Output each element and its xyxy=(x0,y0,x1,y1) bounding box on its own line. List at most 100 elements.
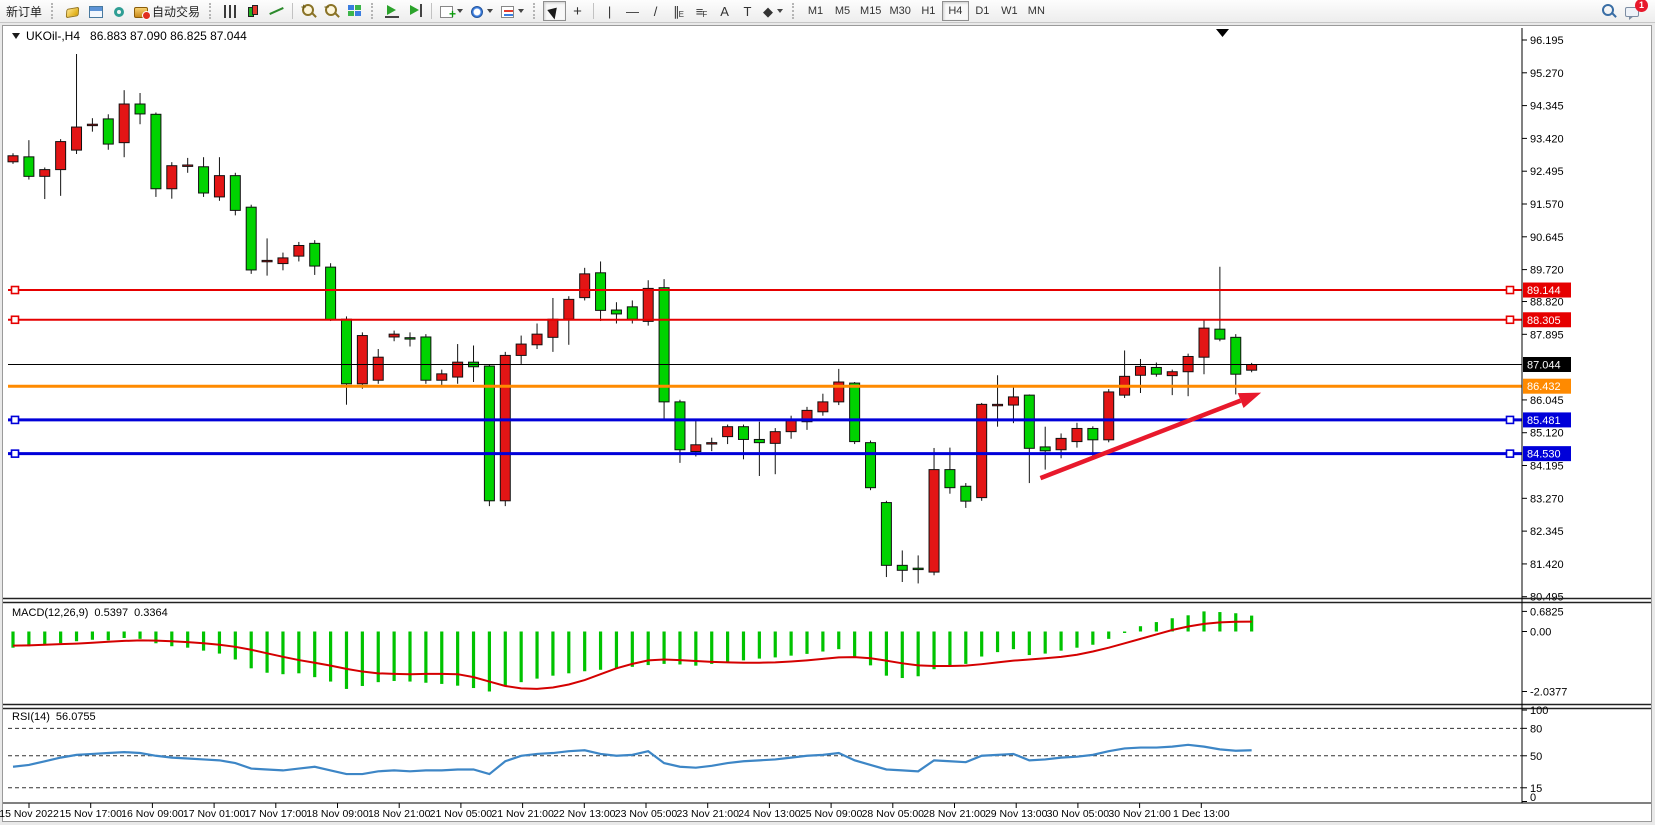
svg-text:30 Nov 21:00: 30 Nov 21:00 xyxy=(1108,808,1171,820)
svg-text:21 Nov 05:00: 21 Nov 05:00 xyxy=(430,808,493,820)
vertical-line-button[interactable]: | xyxy=(598,1,621,21)
svg-text:28 Nov 21:00: 28 Nov 21:00 xyxy=(923,808,986,820)
zoom-out-button[interactable]: − xyxy=(320,1,343,21)
svg-text:80: 80 xyxy=(1530,723,1542,735)
zoom-in-button[interactable]: + xyxy=(297,1,320,21)
main-toolbar: 新订单 自动交易 + − + | — / ∥E ≡F A T ◆ M1M5M15… xyxy=(0,0,1655,23)
chart-ohlc-values: 86.883 87.090 86.825 87.044 xyxy=(90,29,247,43)
timeframe-h1-button[interactable]: H1 xyxy=(915,1,942,21)
vertical-line-icon: | xyxy=(607,3,612,19)
search-button[interactable] xyxy=(1597,1,1620,21)
svg-text:18 Nov 21:00: 18 Nov 21:00 xyxy=(368,808,431,820)
toolbar-grip xyxy=(51,3,57,19)
candlestick-icon xyxy=(246,4,261,18)
svg-text:84.530: 84.530 xyxy=(1527,449,1561,461)
macd-indicator-label: MACD(12,26,9) 0.5397 0.3364 xyxy=(12,607,174,619)
arrows-button[interactable]: ◆ xyxy=(759,1,787,21)
chart-shift-button[interactable] xyxy=(404,1,427,21)
bar-chart-button[interactable] xyxy=(219,1,242,21)
svg-text:86.432: 86.432 xyxy=(1527,381,1561,393)
rsi-name: RSI(14) xyxy=(12,711,50,723)
timeframe-d1-button[interactable]: D1 xyxy=(969,1,996,21)
candlestick-button[interactable] xyxy=(242,1,265,21)
chevron-down-icon xyxy=(457,9,464,13)
svg-text:82.345: 82.345 xyxy=(1530,526,1564,538)
rsi-indicator-label: RSI(14) 56.0755 xyxy=(12,711,102,723)
crosshair-button[interactable]: + xyxy=(566,1,589,21)
timeframe-w1-button[interactable]: W1 xyxy=(996,1,1023,21)
market-watch-button[interactable] xyxy=(84,1,107,21)
line-chart-button[interactable] xyxy=(265,1,288,21)
autotrading-label: 自动交易 xyxy=(152,4,201,19)
timeframe-m15-button[interactable]: M15 xyxy=(856,1,885,21)
timeframe-buttons: M1 M5 M15 M30 H1 H4 D1 W1 MN xyxy=(802,1,1050,21)
notifications-button[interactable]: 1 xyxy=(1620,0,1648,21)
chevron-down-icon xyxy=(777,9,784,13)
text-label-button[interactable]: T xyxy=(736,1,759,21)
svg-text:0: 0 xyxy=(1530,792,1536,804)
svg-text:22 Nov 13:00: 22 Nov 13:00 xyxy=(553,808,616,820)
templates-button[interactable] xyxy=(497,1,528,21)
autotrading-button[interactable]: 自动交易 xyxy=(130,1,204,21)
svg-text:87.895: 87.895 xyxy=(1530,329,1564,341)
svg-text:90.645: 90.645 xyxy=(1530,232,1564,244)
rsi-value: 56.0755 xyxy=(55,711,96,723)
svg-text:1 Dec 13:00: 1 Dec 13:00 xyxy=(1173,808,1230,820)
horizontal-line-icon: — xyxy=(626,3,640,19)
svg-text:-2.0377: -2.0377 xyxy=(1530,687,1567,699)
svg-text:28 Nov 05:00: 28 Nov 05:00 xyxy=(862,808,925,820)
macd-main-value: 0.5397 xyxy=(94,607,129,619)
bar-chart-icon xyxy=(224,4,238,18)
zoom-in-icon xyxy=(301,4,316,18)
toolbar-separator xyxy=(593,3,595,19)
timeframe-m1-button[interactable]: M1 xyxy=(802,1,829,21)
zoom-out-icon xyxy=(324,4,339,18)
search-icon xyxy=(1601,4,1616,18)
timeframe-h4-button[interactable]: H4 xyxy=(941,1,969,21)
trendline-button[interactable]: / xyxy=(644,1,667,21)
cursor-button[interactable] xyxy=(543,1,567,21)
text-button[interactable]: A xyxy=(713,1,736,21)
cursor-icon xyxy=(547,4,562,20)
autotrading-icon xyxy=(134,6,152,20)
data-window-icon xyxy=(113,7,124,17)
channel-button[interactable]: ∥ E xyxy=(667,1,690,21)
indicators-button[interactable] xyxy=(436,1,467,21)
chat-bubble-icon xyxy=(1624,7,1639,20)
svg-text:30 Nov 05:00: 30 Nov 05:00 xyxy=(1047,808,1110,820)
fibonacci-button[interactable]: ≡ F xyxy=(690,1,713,21)
svg-text:93.420: 93.420 xyxy=(1530,133,1564,145)
template-icon xyxy=(501,5,515,18)
line-chart-icon xyxy=(269,4,284,18)
svg-text:0.6825: 0.6825 xyxy=(1530,606,1564,618)
toolbar-grip xyxy=(209,3,215,19)
profiles-button[interactable] xyxy=(61,1,84,21)
svg-text:83.270: 83.270 xyxy=(1530,493,1564,505)
auto-scroll-icon xyxy=(385,4,400,18)
svg-text:0.00: 0.00 xyxy=(1530,627,1551,639)
svg-text:84.195: 84.195 xyxy=(1530,461,1564,473)
timeframe-m30-button[interactable]: M30 xyxy=(885,1,914,21)
trendline-icon: / xyxy=(653,3,658,19)
auto-scroll-button[interactable] xyxy=(381,1,404,21)
chart-shift-icon xyxy=(408,4,423,18)
horizontal-line-button[interactable]: — xyxy=(621,1,644,21)
timeframe-mn-button[interactable]: MN xyxy=(1023,1,1050,21)
svg-text:15 Nov 17:00: 15 Nov 17:00 xyxy=(59,808,122,820)
svg-text:21 Nov 21:00: 21 Nov 21:00 xyxy=(491,808,554,820)
crosshair-icon: + xyxy=(573,2,582,20)
channel-icon: ∥ xyxy=(673,3,680,19)
text-icon: A xyxy=(720,3,729,19)
svg-text:96.195: 96.195 xyxy=(1530,35,1564,47)
svg-text:16 Nov 09:00: 16 Nov 09:00 xyxy=(121,808,184,820)
svg-text:89.144: 89.144 xyxy=(1527,285,1561,297)
tile-windows-button[interactable] xyxy=(343,1,366,21)
data-window-button[interactable] xyxy=(107,1,130,21)
svg-text:100: 100 xyxy=(1530,705,1548,717)
new-order-button[interactable]: 新订单 xyxy=(2,1,46,21)
collapse-triangle-icon[interactable] xyxy=(12,33,20,39)
timeframe-m5-button[interactable]: M5 xyxy=(829,1,856,21)
periods-button[interactable] xyxy=(467,1,497,21)
chart-symbol-timeframe: UKOil-,H4 xyxy=(26,29,81,43)
